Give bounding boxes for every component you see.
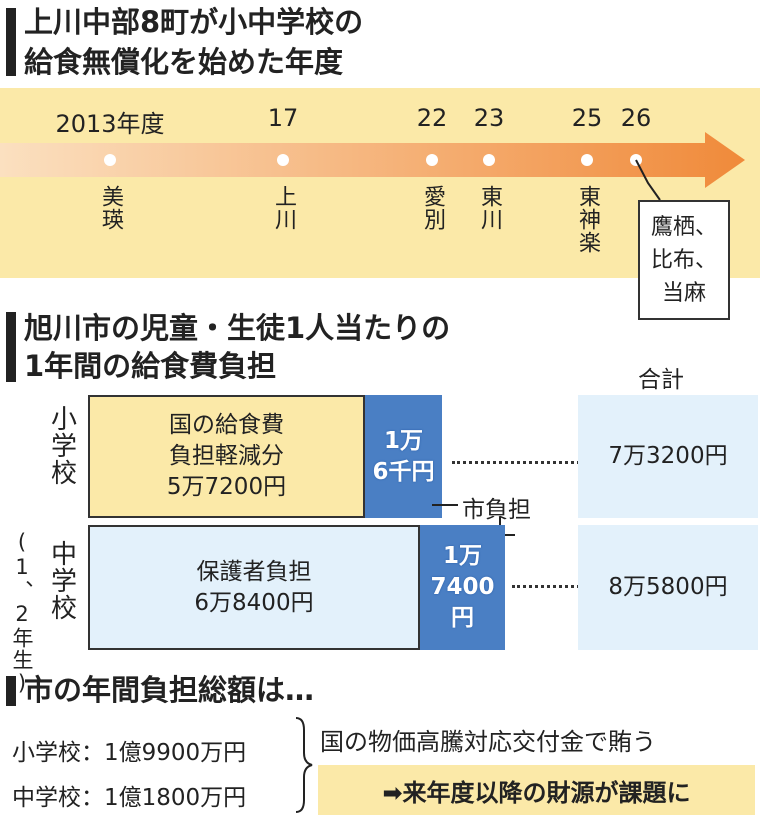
- annual-line: 小学校：1億9900万円: [12, 740, 247, 766]
- town: 東神楽: [575, 185, 600, 254]
- year: 23: [473, 104, 505, 132]
- bar-segment: 保護者負担 6万8400円: [88, 525, 420, 650]
- title-marker: [6, 676, 16, 706]
- year: 22: [416, 104, 448, 132]
- bar-text: 6千円: [372, 458, 435, 485]
- bar-text: 負担軽減分: [169, 443, 284, 469]
- section-title: 上川中部8町が小中学校の: [24, 5, 364, 39]
- total: 8万5800円: [608, 574, 728, 600]
- year: 17: [267, 104, 299, 132]
- total-box: 8万5800円: [578, 525, 758, 650]
- title-marker: [6, 312, 16, 382]
- brace: [295, 717, 313, 813]
- town: 当麻: [661, 280, 706, 306]
- year: 25: [571, 104, 603, 132]
- callout-line: [635, 159, 661, 201]
- bar-text: 1万: [442, 543, 482, 569]
- bar-text: 6万8400円: [194, 589, 314, 616]
- row-label: 小学校: [46, 405, 77, 486]
- city-segment: 1万 6千円: [365, 395, 442, 518]
- total-box: 7万3200円: [578, 395, 758, 518]
- town: 比布、: [650, 247, 717, 273]
- dots: [104, 154, 642, 166]
- town: 上川: [271, 185, 296, 231]
- bar-text: 保護者負担: [196, 558, 312, 585]
- section-title: 旭川市の児童・生徒1人当たりの: [24, 311, 451, 345]
- timeline-band: [0, 88, 760, 278]
- leader-line: [512, 585, 580, 588]
- leader-line: [452, 461, 580, 464]
- city-segment: 1万 7400円: [420, 525, 505, 650]
- bar-text: 7400円: [430, 574, 495, 631]
- section-title: 1年間の給食費負担: [24, 349, 277, 383]
- arrow: [0, 132, 745, 188]
- timeline-arrow: [0, 132, 745, 201]
- bar-text: 国の給食費: [169, 412, 284, 438]
- town: 美瑛: [98, 185, 123, 231]
- issue-text: ➡来年度以降の財源が課題に: [382, 778, 691, 807]
- row-note: (1、2年生): [10, 530, 34, 696]
- issue-box: ➡来年度以降の財源が課題に: [318, 765, 755, 815]
- title-marker: [6, 8, 16, 76]
- bar-text: 1万: [383, 427, 423, 454]
- funding-source: 国の物価高騰対応交付金で賄う: [320, 728, 656, 756]
- section-title: 給食無償化を始めた年度: [24, 45, 344, 79]
- town: 鷹栖、: [650, 214, 717, 240]
- row-label: 中学校: [46, 540, 77, 621]
- year: 2013年度: [55, 110, 165, 138]
- town-box: 鷹栖、 比布、 当麻: [638, 200, 730, 320]
- town: 愛別: [420, 185, 445, 231]
- section-title: 市の年間負担総額は…: [24, 673, 315, 707]
- bar-text: 5万7200円: [166, 474, 287, 500]
- annual-line: 中学校：1億1800万円: [12, 785, 247, 811]
- bar-segment: 国の給食費 負担軽減分 5万7200円: [88, 395, 365, 518]
- total: 7万3200円: [608, 443, 728, 469]
- total-header: 合計: [638, 367, 684, 393]
- town: 東川: [477, 185, 502, 231]
- city-share-label: 市負担: [462, 497, 531, 523]
- year: 26: [620, 104, 652, 132]
